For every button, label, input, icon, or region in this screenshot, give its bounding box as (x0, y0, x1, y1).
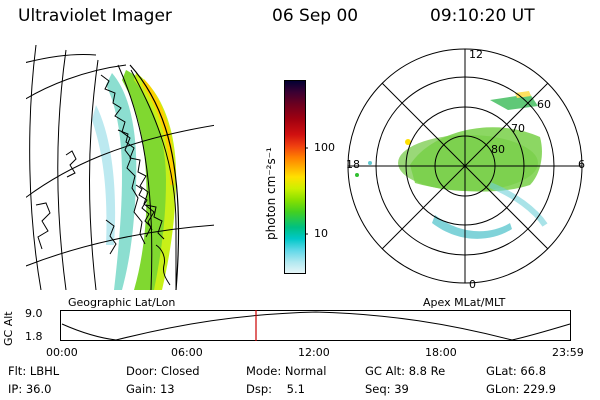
colorbar-tick-label-10: 10 (314, 227, 328, 240)
mlt-label-12: 12 (469, 48, 483, 61)
altitude-axis-label: GC Alt (2, 311, 15, 346)
altitude-curve (61, 311, 571, 341)
coastlines (35, 74, 171, 286)
polar-diagonal-2 (381, 82, 549, 250)
info-mode: Mode: Normal (246, 364, 327, 378)
info-gc-alt: GC Alt: 8.8 Re (365, 364, 446, 378)
lat-label-80: 80 (491, 143, 505, 156)
auroral-emission-right (355, 91, 548, 239)
info-dsp: Dsp: 5.1 (246, 382, 305, 396)
altitude-xtick-1: 06:00 (171, 346, 203, 359)
info-glon: GLon: 229.9 (486, 382, 556, 396)
time-label: 09:10:20 UT (430, 6, 535, 26)
colorbar-tick-label-100: 100 (314, 141, 335, 154)
polar-plot (347, 48, 583, 284)
mlt-label-6: 6 (578, 158, 585, 171)
info-gain: Gain: 13 (126, 382, 175, 396)
lat-label-60: 60 (537, 98, 551, 111)
altitude-xtick-4: 23:59 (552, 346, 584, 359)
right-panel-caption: Apex MLat/MLT (423, 296, 506, 309)
instrument-title: Ultraviolet Imager (18, 6, 172, 26)
lat-label-70: 70 (511, 122, 525, 135)
latlon-grid (26, 45, 214, 290)
altitude-plot (60, 310, 571, 341)
info-ip: IP: 36.0 (8, 382, 52, 396)
date-label: 06 Sep 00 (272, 6, 359, 26)
mlt-label-18: 18 (346, 158, 360, 171)
altitude-xtick-0: 00:00 (46, 346, 78, 359)
left-panel-caption: Geographic Lat/Lon (68, 296, 176, 309)
info-seq: Seq: 39 (365, 382, 409, 396)
terminator-line (129, 64, 180, 290)
info-door: Door: Closed (126, 364, 200, 378)
altitude-ytick-1-8: 1.8 (25, 330, 43, 343)
colorbar-unit-label: photon cm⁻²s⁻¹ (264, 147, 278, 240)
mlt-label-0: 0 (469, 278, 476, 291)
altitude-ytick-9: 9.0 (25, 307, 43, 320)
altitude-xtick-2: 12:00 (298, 346, 330, 359)
colorbar (284, 80, 308, 274)
geographic-map (26, 45, 214, 290)
altitude-xtick-3: 18:00 (425, 346, 457, 359)
info-filter: Flt: LBHL (8, 364, 60, 378)
info-glat: GLat: 66.8 (486, 364, 547, 378)
